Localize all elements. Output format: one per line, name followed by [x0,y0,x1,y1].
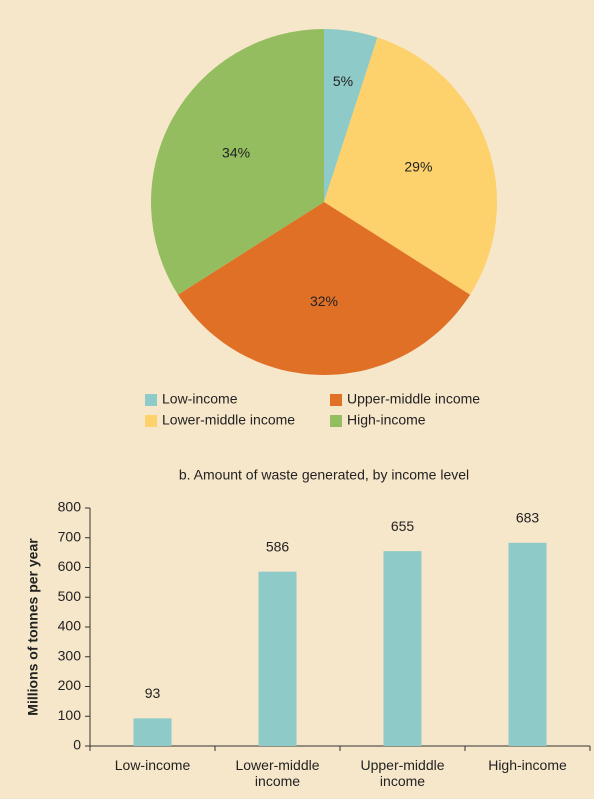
legend-swatch [330,394,342,406]
y-tick-label: 800 [58,499,82,515]
y-tick-label: 200 [58,677,82,693]
y-tick-label: 500 [58,588,82,604]
bar [133,718,172,746]
y-tick-label: 0 [73,737,81,753]
x-tick-label: High-income [488,757,567,773]
bar-value-label: 683 [516,510,540,526]
pie-slice [151,29,324,295]
y-tick-label: 700 [58,528,82,544]
legend-swatch [330,415,342,427]
slice-label: 32% [310,293,338,309]
pie-slice [324,29,378,202]
bar-value-label: 586 [266,538,290,554]
legend-label: High-income [347,412,426,428]
y-tick-label: 600 [58,558,82,574]
y-tick-label: 300 [58,647,82,663]
pie-slice [324,37,497,295]
bar [258,571,297,746]
x-tick-label: Upper-middle income [360,757,445,789]
chart-title: b. Amount of waste generated, by income … [179,467,469,483]
bar [508,542,547,746]
bar-value-label: 93 [145,685,161,701]
x-tick-label: Lower-middle income [235,757,320,789]
legend-label: Low-income [162,391,238,407]
legend-label: Upper-middle income [347,391,480,407]
bar [383,551,422,746]
pie-slice [177,202,471,375]
legend-swatch [145,394,157,406]
y-axis-label: Millions of tonnes per year [25,538,41,716]
slice-label: 5% [333,73,353,89]
legend-label: Lower-middle income [162,412,295,428]
legend-swatch [145,415,157,427]
slice-label: 34% [222,144,250,160]
y-tick-label: 400 [58,618,82,634]
bar-value-label: 655 [391,518,415,534]
y-tick-label: 100 [58,707,82,723]
x-tick-label: Low-income [114,757,191,773]
slice-label: 29% [404,159,432,175]
